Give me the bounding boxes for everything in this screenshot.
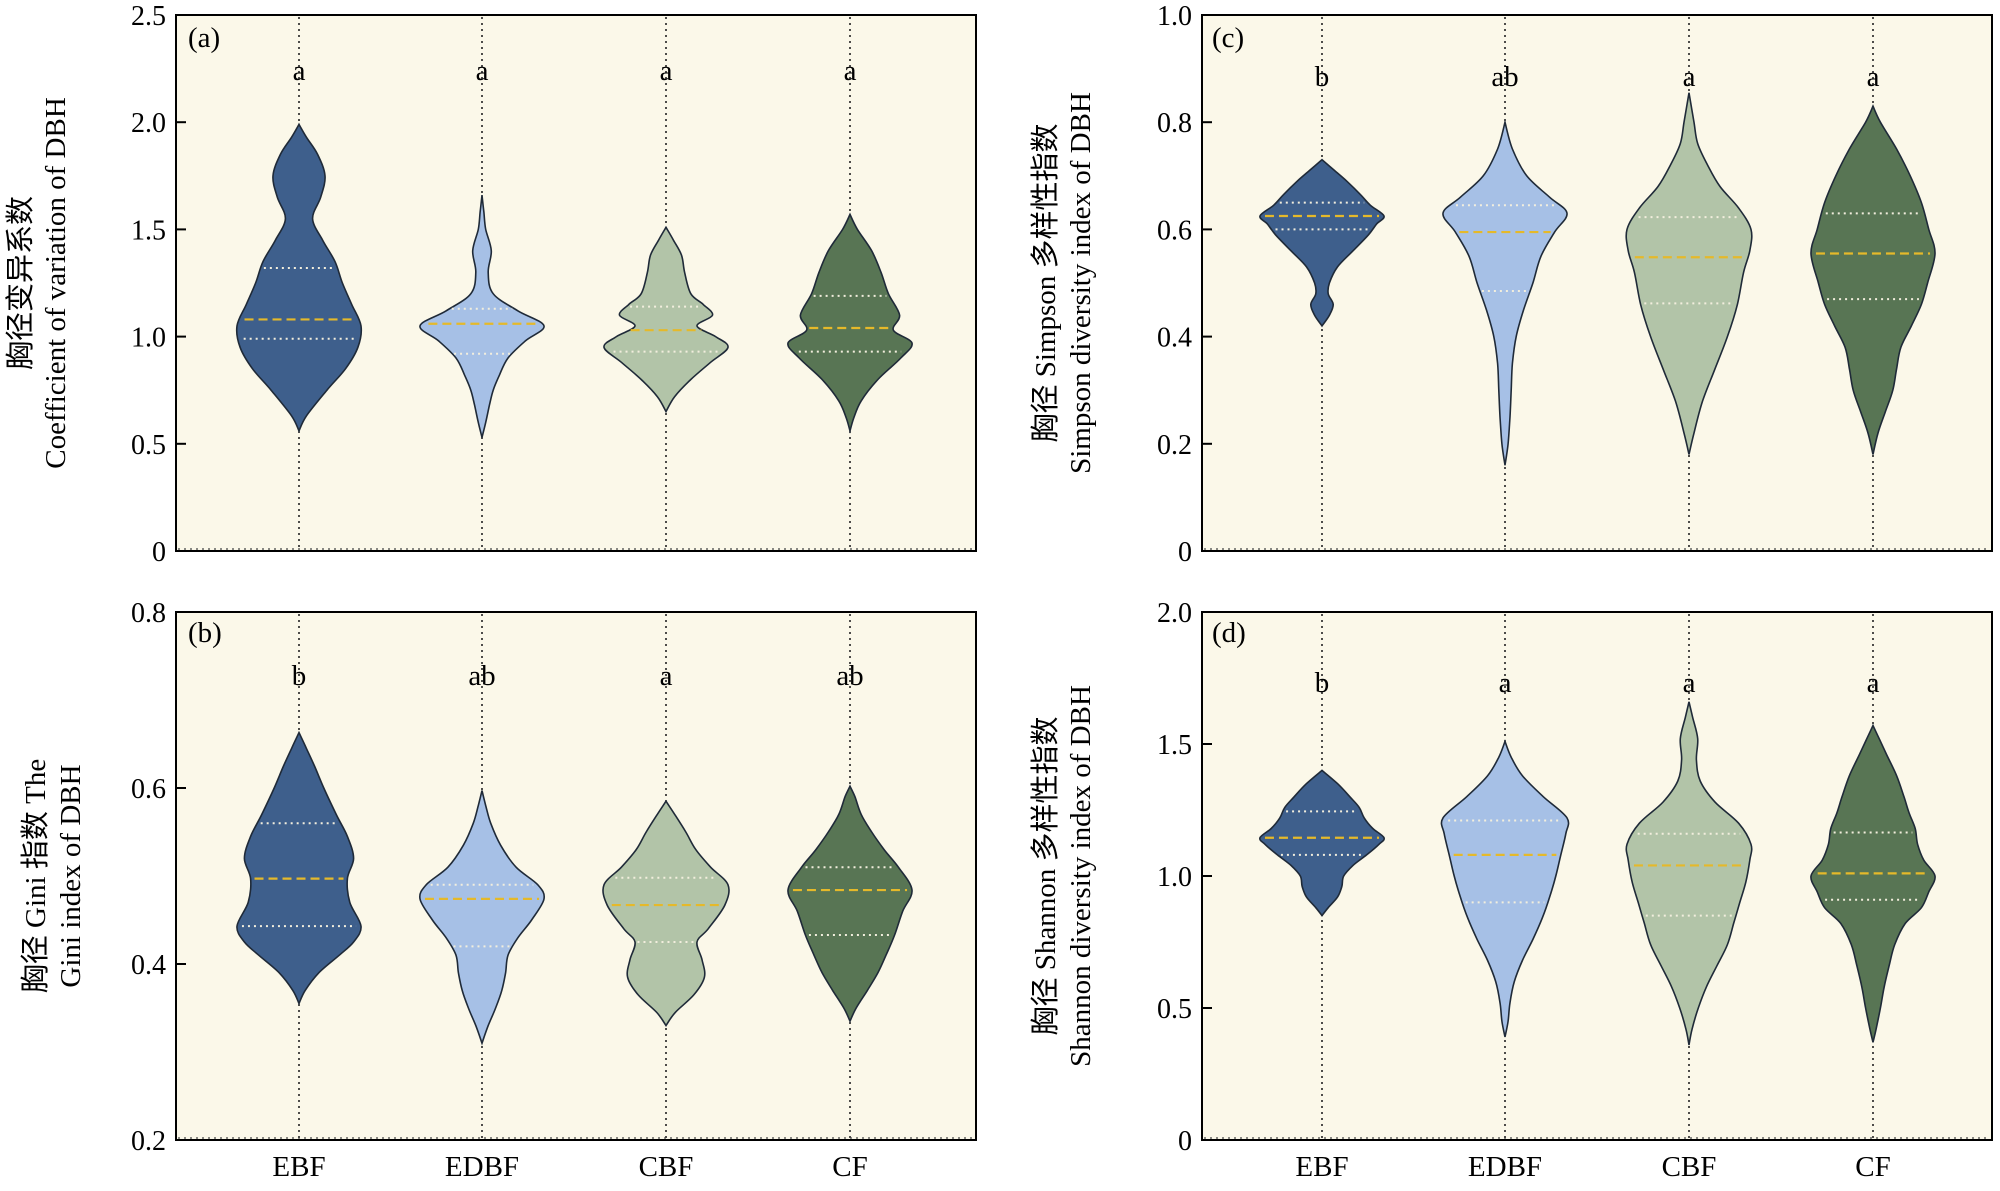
y-tick-label: 0.2 xyxy=(131,1126,166,1157)
x-category-cbf: CBF xyxy=(639,1151,694,1183)
significance-edbf: a xyxy=(1499,667,1512,699)
panel-d-x-categories: EBF EDBF CBF CF xyxy=(1295,1151,1890,1183)
y-tick-label: 0.6 xyxy=(131,774,166,805)
violin-ebf xyxy=(236,730,362,1006)
x-category-edbf: EDBF xyxy=(445,1151,519,1183)
violin-ebf xyxy=(1259,158,1385,328)
y-tick-label: 1.0 xyxy=(1157,1,1192,32)
y-tick-label: 2.0 xyxy=(131,108,166,139)
x-category-ebf: EBF xyxy=(272,1151,325,1183)
panel-c: 0 0.2 0.4 0.6 0.8 1.0 b ab a a (c) 胸径 Simpson 多样… xyxy=(1029,1,1993,568)
panel-b-ylabel-cn: 胸径 Gini 指数 xyxy=(19,811,52,993)
significance-cbf: a xyxy=(660,660,673,692)
panel-b-significance: b ab a ab xyxy=(292,660,864,692)
y-tick-label: 0.2 xyxy=(1157,430,1192,461)
significance-cf: ab xyxy=(836,660,863,692)
significance-cbf: a xyxy=(660,55,673,87)
panel-a-violins xyxy=(178,17,974,550)
significance-cf: a xyxy=(1867,61,1880,93)
significance-ebf: b xyxy=(1315,667,1330,699)
violin-cf xyxy=(787,212,913,434)
panel-b-ylabel-line1: 胸径 Gini 指数 The xyxy=(19,759,52,993)
panel-c-significance: b ab a a xyxy=(1315,61,1880,93)
y-tick-label: 0 xyxy=(152,537,166,568)
y-tick-label: 2.0 xyxy=(1157,598,1192,629)
violin-edbf xyxy=(1442,119,1568,466)
x-category-cf: CF xyxy=(1855,1151,1890,1183)
panel-d-ylabel-cn: 胸径 Shannon 多样性指数 xyxy=(1029,716,1062,1035)
panel-a-y-ticks: 0 0.5 1.0 1.5 2.0 2.5 xyxy=(131,1,186,568)
significance-cf: a xyxy=(844,55,857,87)
panel-d: 0 0.5 1.0 1.5 2.0 b a a a (d) 胸径 Shannon 多样性指数 … xyxy=(1029,598,1993,1183)
y-tick-label: 1.0 xyxy=(131,323,166,354)
panel-b-y-ticks: 0.2 0.4 0.6 0.8 xyxy=(131,598,186,1157)
violin-edbf xyxy=(1440,739,1570,1038)
y-tick-label: 0.4 xyxy=(131,950,166,981)
violin-edbf xyxy=(419,195,545,438)
violin-cf xyxy=(1810,104,1936,455)
panel-d-y-ticks: 0 0.5 1.0 1.5 2.0 xyxy=(1157,598,1212,1157)
significance-edbf: ab xyxy=(1491,61,1518,93)
y-tick-label: 2.5 xyxy=(131,1,166,32)
y-tick-label: 0.8 xyxy=(1157,108,1192,139)
violin-cf xyxy=(787,784,913,1024)
x-category-ebf: EBF xyxy=(1295,1151,1348,1183)
panel-c-ylabel-en: Simpson diversity index of DBH xyxy=(1065,92,1097,474)
y-tick-label: 0.5 xyxy=(131,430,166,461)
violin-edbf xyxy=(418,790,546,1046)
panel-a-y-axis-title: 胸径变异系数 Coefficient of variation of DBH xyxy=(4,97,72,469)
panel-c-violins xyxy=(1204,17,1990,550)
panel-d-label: (d) xyxy=(1212,617,1246,649)
panel-b-ylabel-en-line1: The xyxy=(20,759,52,804)
significance-ebf: a xyxy=(293,55,306,87)
significance-cf: a xyxy=(1867,667,1880,699)
violin-cf xyxy=(1810,723,1936,1043)
panel-c-y-ticks: 0 0.2 0.4 0.6 0.8 1.0 xyxy=(1157,1,1212,568)
panel-a-ylabel-en: Coefficient of variation of DBH xyxy=(40,97,72,469)
panel-b-violins xyxy=(178,614,974,1139)
y-tick-label: 0.4 xyxy=(1157,323,1192,354)
significance-edbf: a xyxy=(476,55,489,87)
panel-b: 0.2 0.4 0.6 0.8 b ab a ab (b) 胸径 Gini 指数 The G… xyxy=(19,598,977,1183)
violin-cbf xyxy=(602,799,730,1028)
significance-ebf: b xyxy=(1315,61,1330,93)
y-tick-label: 1.5 xyxy=(1157,730,1192,761)
y-tick-label: 0.5 xyxy=(1157,994,1192,1025)
panel-c-label: (c) xyxy=(1212,22,1244,54)
y-tick-label: 1.5 xyxy=(131,215,166,246)
x-category-cf: CF xyxy=(832,1151,867,1183)
y-tick-label: 0.6 xyxy=(1157,215,1192,246)
significance-edbf: ab xyxy=(468,660,495,692)
significance-cbf: a xyxy=(1683,61,1696,93)
y-tick-label: 1.0 xyxy=(1157,862,1192,893)
panel-d-y-axis-title: 胸径 Shannon 多样性指数 Shannon diversity index… xyxy=(1029,685,1097,1067)
x-category-edbf: EDBF xyxy=(1468,1151,1542,1183)
panel-a-ylabel-cn: 胸径变异系数 xyxy=(4,196,37,370)
significance-cbf: a xyxy=(1683,667,1696,699)
violin-cbf xyxy=(1625,92,1753,455)
y-tick-label: 0 xyxy=(1178,1126,1192,1157)
significance-ebf: b xyxy=(292,660,307,692)
panel-c-ylabel-cn: 胸径 Simpson 多样性指数 xyxy=(1029,123,1062,442)
panel-b-label: (b) xyxy=(188,617,222,649)
panel-b-y-axis-title: 胸径 Gini 指数 The Gini index of DBH xyxy=(19,759,87,993)
x-category-cbf: CBF xyxy=(1662,1151,1717,1183)
violin-ebf xyxy=(235,122,363,433)
panel-b-ylabel-en: Gini index of DBH xyxy=(55,764,87,987)
y-tick-label: 0.8 xyxy=(131,598,166,629)
panel-c-y-axis-title: 胸径 Simpson 多样性指数 Simpson diversity index… xyxy=(1029,92,1097,474)
panel-a: 0 0.5 1.0 1.5 2.0 2.5 a a a a (a) 胸径变异系数 Coeffic… xyxy=(4,1,977,568)
y-tick-label: 0 xyxy=(1178,537,1192,568)
violin-cbf xyxy=(1625,701,1753,1046)
violin-cbf xyxy=(603,225,729,414)
panel-b-x-categories: EBF EDBF CBF CF xyxy=(272,1151,867,1183)
panel-a-label: (a) xyxy=(188,22,220,54)
panel-d-violins xyxy=(1204,614,1990,1139)
panel-d-ylabel-en: Shannon diversity index of DBH xyxy=(1065,685,1097,1067)
violin-ebf xyxy=(1259,769,1385,917)
